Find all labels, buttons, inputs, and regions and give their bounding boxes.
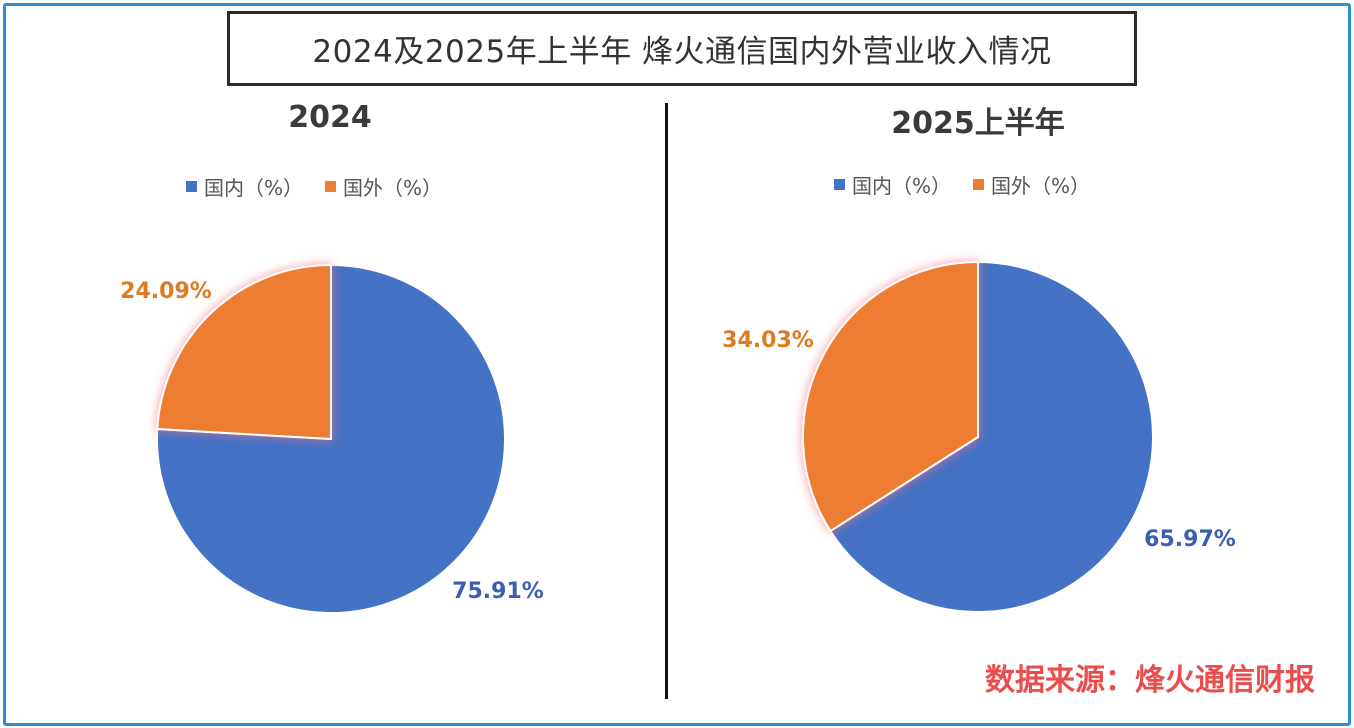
legend-swatch-domestic (834, 179, 845, 190)
legend-item-domestic: 国内（%） (834, 170, 951, 199)
pie-chart-2025h1: 65.97% 34.03% (722, 260, 1236, 613)
legend-swatch-overseas (973, 179, 985, 190)
source-credit: 数据来源：烽火通信财报 (985, 663, 1315, 698)
legend-item-overseas: 国外（%） (973, 170, 1090, 199)
pie-slice-domestic (829, 260, 1154, 613)
legend-item-overseas: 国外（%） (325, 172, 442, 201)
legend-label-domestic: 国内（%） (204, 176, 304, 200)
legend-label-domestic: 国内（%） (852, 174, 952, 198)
legend-label-overseas: 国外（%） (991, 174, 1091, 198)
legend-label-overseas: 国外（%） (343, 176, 443, 200)
legend-2024: 国内（%） 国外（%） (186, 172, 464, 201)
legend-swatch-domestic (186, 181, 197, 192)
data-label-overseas: 34.03% (722, 328, 814, 353)
legend-item-domestic: 国内（%） (186, 172, 303, 201)
chart-title-2024: 2024 (288, 100, 372, 135)
title-box: 2024及2025年上半年 烽火通信国内外营业收入情况 (227, 11, 1137, 86)
legend-swatch-overseas (325, 181, 337, 192)
data-label-domestic: 75.91% (452, 579, 544, 604)
pie-chart-2024: 75.91% 24.09% (120, 263, 544, 614)
data-label-overseas: 24.09% (120, 279, 212, 304)
pie-slice-overseas (802, 260, 979, 533)
page-title: 2024及2025年上半年 烽火通信国内外营业收入情况 (312, 34, 1052, 70)
legend-2025h1: 国内（%） 国外（%） (834, 170, 1112, 199)
chart-divider (665, 103, 668, 699)
data-label-domestic: 65.97% (1144, 527, 1236, 552)
pie-slice-overseas (156, 263, 332, 441)
chart-title-2025h1: 2025上半年 (891, 106, 1065, 141)
